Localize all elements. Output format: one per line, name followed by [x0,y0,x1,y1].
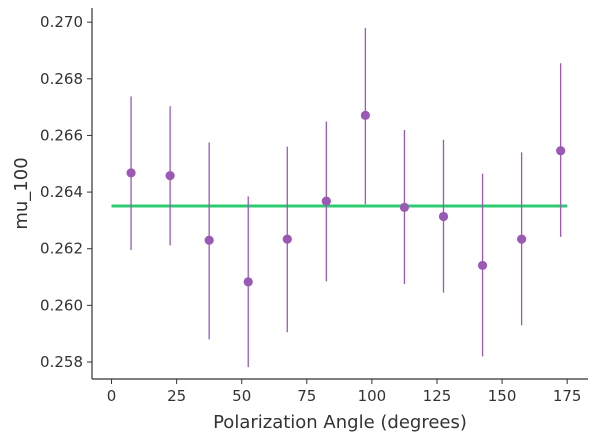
data-point [165,171,175,181]
y-tick-label: 0.268 [40,70,83,88]
data-point [517,234,527,244]
error-bars [130,27,562,368]
x-tick-label: 100 [358,387,387,405]
y-tick-label: 0.270 [40,13,83,31]
data-point [243,277,253,287]
x-axis-ticks: 0 25 50 75 100 125 150 175 [107,379,582,405]
x-tick-label: 125 [423,387,452,405]
data-point [556,146,566,156]
y-tick-label: 0.258 [40,353,83,371]
x-tick-label: 50 [232,387,251,405]
data-point [204,235,214,245]
data-point [399,202,410,212]
data-point [126,168,136,178]
data-point [282,234,292,244]
data-point [438,211,449,222]
y-axis-ticks: 0.258 0.260 0.262 0.264 0.266 0.268 0.270 [40,13,92,371]
x-tick-label: 75 [297,387,316,405]
x-tick-label: 25 [167,387,186,405]
data-points [126,110,566,287]
x-axis-label: Polarization Angle (degrees) [213,412,467,433]
y-axis-label: mu_100 [11,157,32,229]
data-point [477,260,488,271]
data-point [321,196,331,206]
y-tick-label: 0.260 [40,296,83,314]
x-tick-label: 0 [107,387,117,405]
data-point [360,110,370,120]
x-tick-label: 175 [553,387,582,405]
y-tick-label: 0.264 [40,183,83,201]
y-tick-label: 0.262 [40,240,83,258]
y-tick-label: 0.266 [40,126,83,144]
x-tick-label: 150 [488,387,517,405]
